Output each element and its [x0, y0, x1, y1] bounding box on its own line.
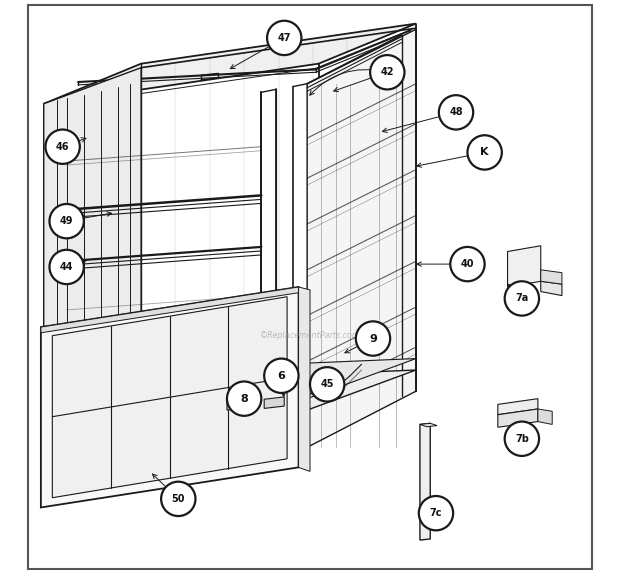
Circle shape: [267, 21, 301, 55]
Circle shape: [356, 321, 390, 356]
Circle shape: [264, 359, 299, 393]
Text: 7c: 7c: [430, 508, 442, 518]
Polygon shape: [508, 246, 541, 287]
Text: K: K: [480, 148, 489, 157]
Polygon shape: [264, 397, 284, 408]
Polygon shape: [498, 399, 538, 414]
Polygon shape: [44, 359, 416, 410]
Circle shape: [467, 135, 502, 169]
Text: 40: 40: [461, 259, 474, 269]
Text: 46: 46: [56, 142, 69, 152]
Text: 48: 48: [450, 107, 463, 117]
Polygon shape: [44, 24, 416, 104]
Text: 45: 45: [321, 379, 334, 389]
Circle shape: [450, 247, 485, 281]
Polygon shape: [307, 29, 416, 447]
Text: 9: 9: [369, 333, 377, 343]
Circle shape: [227, 382, 261, 416]
Text: 8: 8: [241, 394, 248, 404]
Text: 42: 42: [381, 67, 394, 77]
Circle shape: [418, 496, 453, 530]
Text: 44: 44: [60, 262, 73, 272]
Circle shape: [505, 421, 539, 456]
Text: 7a: 7a: [515, 293, 528, 304]
Polygon shape: [44, 370, 416, 421]
Circle shape: [439, 95, 473, 130]
Text: 49: 49: [60, 216, 73, 226]
Text: 47: 47: [278, 33, 291, 43]
Polygon shape: [541, 281, 562, 296]
Polygon shape: [420, 423, 430, 540]
Polygon shape: [541, 270, 562, 284]
Polygon shape: [52, 297, 287, 498]
Polygon shape: [538, 409, 552, 424]
Text: 7b: 7b: [515, 434, 529, 444]
Polygon shape: [41, 287, 299, 507]
Polygon shape: [299, 287, 310, 471]
Circle shape: [310, 367, 344, 402]
Text: ©ReplacementParts.com: ©ReplacementParts.com: [260, 331, 360, 340]
Text: 6: 6: [277, 371, 285, 381]
Polygon shape: [498, 409, 538, 427]
Text: 50: 50: [172, 494, 185, 504]
Circle shape: [161, 482, 195, 516]
Polygon shape: [227, 397, 250, 410]
Polygon shape: [44, 68, 141, 467]
Polygon shape: [41, 287, 299, 333]
Circle shape: [50, 204, 84, 238]
Circle shape: [45, 130, 80, 164]
Circle shape: [370, 55, 404, 90]
Polygon shape: [44, 99, 66, 467]
Polygon shape: [420, 423, 437, 426]
Circle shape: [505, 281, 539, 316]
Circle shape: [50, 250, 84, 284]
